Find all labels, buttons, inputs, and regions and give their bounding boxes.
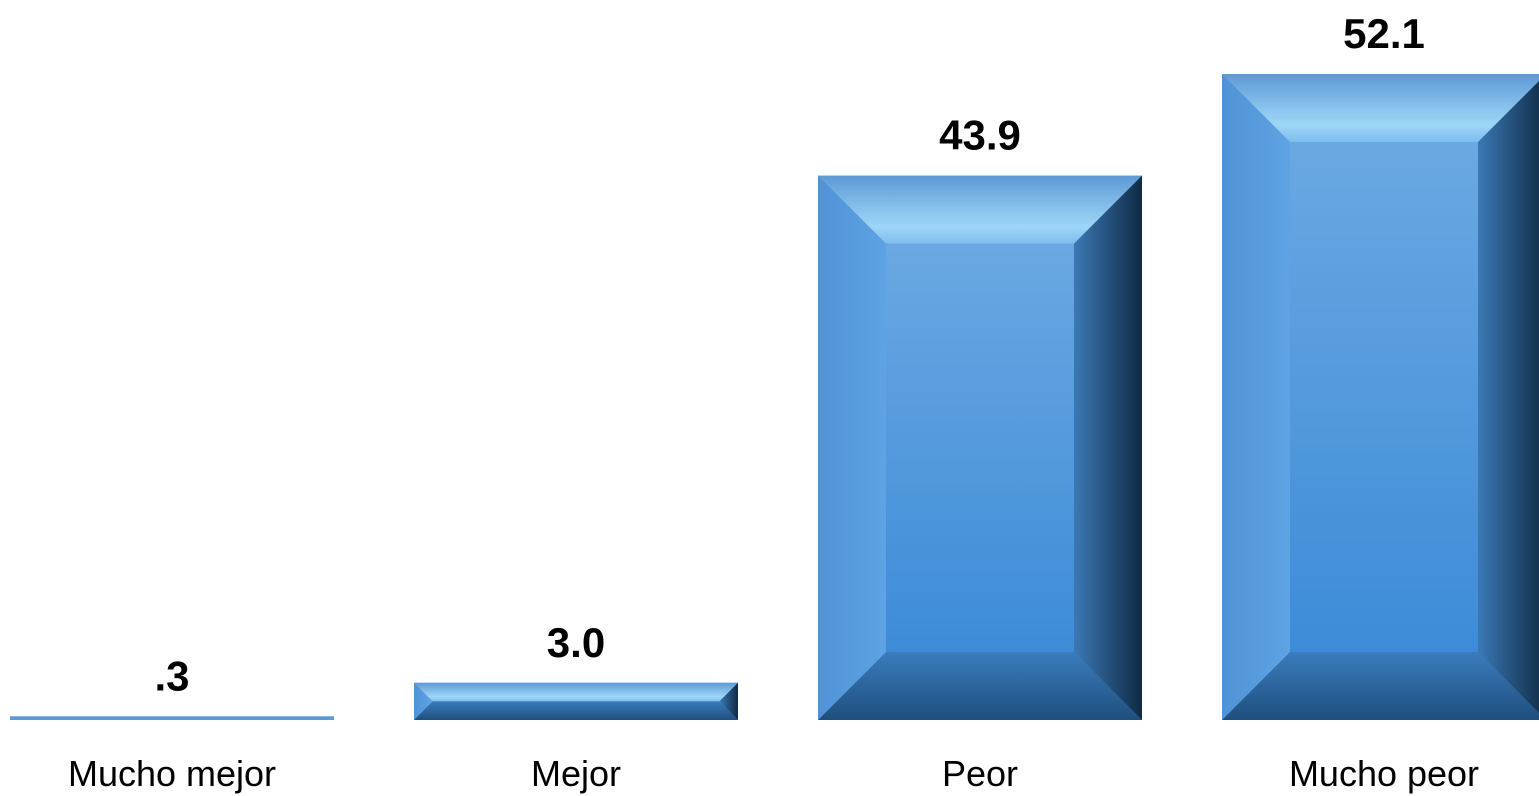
- category-label-2: Mejor: [531, 753, 621, 794]
- bar-1: [10, 716, 334, 720]
- bar-bevel-top: [1222, 74, 1539, 142]
- bar-bevel-bottom: [1222, 652, 1539, 720]
- category-label-1: Mucho mejor: [68, 753, 276, 794]
- bar-bevel-right: [1478, 81, 1539, 713]
- category-label-3: Peor: [942, 753, 1018, 794]
- bar-bevel-bottom: [818, 652, 1142, 720]
- bar-face: [1290, 142, 1478, 652]
- bar-3: [818, 175, 1142, 720]
- value-label-1: .3: [154, 652, 189, 699]
- bar-bevel-bottom: [414, 701, 738, 720]
- bar-bevel-left: [818, 175, 886, 720]
- bar-body: [10, 716, 334, 720]
- bars-group: [10, 74, 1539, 720]
- bar-2: [414, 682, 738, 720]
- value-label-3: 43.9: [939, 112, 1021, 159]
- bar-bevel-top: [818, 175, 1142, 244]
- bar-4: [1222, 74, 1539, 720]
- value-labels-group: .3 3.0 43.9 52.1: [154, 10, 1424, 699]
- category-labels-group: Mucho mejor Mejor Peor Mucho peor: [68, 753, 1479, 794]
- value-label-2: 3.0: [547, 619, 605, 666]
- bar-bevel-right: [1074, 175, 1142, 720]
- category-label-4: Mucho peor: [1289, 753, 1479, 794]
- bar-bevel-right: [719, 682, 738, 720]
- bar-face: [886, 243, 1074, 652]
- bar-bevel-left: [1222, 74, 1290, 720]
- value-label-4: 52.1: [1343, 10, 1425, 57]
- bar-bevel-top: [414, 682, 738, 702]
- bar-bevel-left: [414, 682, 433, 720]
